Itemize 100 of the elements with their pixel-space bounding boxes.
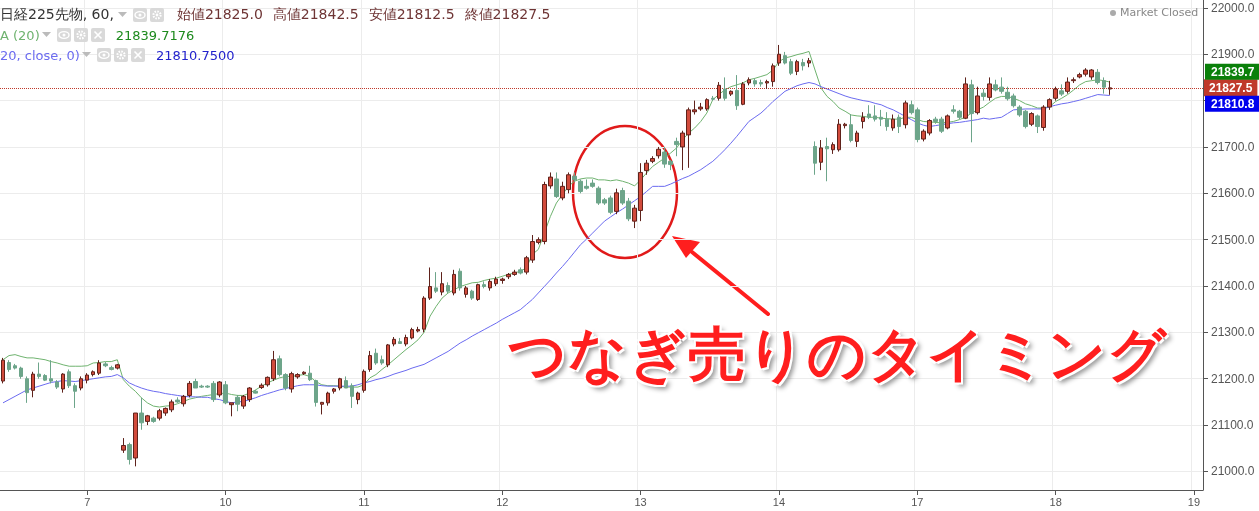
- candlestick: [963, 76, 968, 120]
- candlestick: [614, 188, 619, 215]
- annotation: 21839.7176: [115, 27, 195, 43]
- x-tick-label: 13: [634, 495, 647, 508]
- candlestick: [67, 368, 71, 389]
- candlestick: [723, 76, 727, 102]
- candlestick: [861, 111, 865, 129]
- candlestick: [392, 336, 396, 347]
- candlestick: [332, 387, 336, 395]
- candlestick: [326, 391, 330, 407]
- candlestick: [464, 285, 468, 299]
- candlestick: [320, 401, 324, 415]
- candlestick: [777, 44, 781, 67]
- candlestick: [223, 380, 228, 405]
- candlestick: [741, 81, 745, 106]
- candlestick: [801, 58, 805, 71]
- y-tick-label: 21100.0: [1211, 418, 1254, 433]
- candlestick: [969, 79, 974, 143]
- candlestick: [380, 355, 384, 366]
- candlestick: [981, 88, 986, 102]
- candlestick: [1029, 111, 1034, 127]
- candlestick: [554, 171, 559, 199]
- candlestick: [1059, 83, 1064, 97]
- annotation: つなぎ売りのタイミング: [508, 319, 1167, 390]
- candlestick: [31, 371, 35, 398]
- candlestick: [121, 437, 126, 454]
- candlestick: [717, 81, 721, 102]
- candlestick: [37, 362, 41, 380]
- candlestick: [711, 95, 715, 102]
- candlestick: [404, 334, 408, 347]
- candlestick: [1071, 76, 1076, 84]
- candlestick: [729, 89, 733, 97]
- candlestick: [217, 380, 222, 398]
- candlestick: [19, 366, 23, 380]
- candlestick: [1102, 76, 1106, 95]
- annotation: 始値21825.0: [176, 6, 263, 24]
- candlestick: [783, 51, 787, 65]
- candlestick: [867, 104, 871, 120]
- candlestick: [302, 370, 306, 376]
- candlestick: [356, 391, 360, 405]
- candlestick: [494, 276, 498, 287]
- candlestick: [115, 363, 120, 370]
- candlestick: [338, 377, 342, 391]
- candlestick: [398, 337, 402, 345]
- candlestick: [103, 361, 108, 368]
- candlestick: [500, 277, 505, 285]
- candlestick: [1065, 76, 1070, 95]
- x-tick-label: 12: [496, 495, 509, 508]
- candlestick: [470, 289, 474, 301]
- candlestick: [61, 372, 65, 394]
- candlestick: [97, 359, 101, 376]
- x-tick-label: 11: [358, 495, 370, 508]
- text: 21839.7: [1211, 64, 1255, 79]
- annotation: 高値21842.5: [272, 6, 359, 24]
- candlestick: [849, 114, 853, 143]
- candlestick: [49, 359, 53, 384]
- candlestick: [79, 375, 83, 391]
- candlestick: [458, 267, 462, 292]
- candlestick: [440, 271, 444, 296]
- annotation: 21810.7500: [155, 47, 235, 63]
- candlestick: [374, 348, 378, 366]
- x-tick-label: 14: [772, 495, 786, 508]
- candlestick: [843, 122, 847, 129]
- candlestick: [428, 266, 432, 301]
- candlestick: [873, 104, 877, 122]
- candlestick: [145, 414, 150, 426]
- candlestick: [705, 97, 709, 112]
- y-tick-label: 22000.0: [1211, 0, 1255, 15]
- candlestick: [656, 146, 661, 160]
- candlestick: [109, 365, 114, 371]
- text: 20, close, 0): [0, 47, 80, 63]
- candlestick: [139, 397, 144, 431]
- text: A (20): [0, 27, 40, 43]
- candlestick: [452, 269, 456, 296]
- x-tick-label: 18: [1049, 495, 1062, 508]
- candlestick: [410, 327, 414, 340]
- candlestick: [235, 394, 240, 412]
- candlestick: [446, 281, 450, 294]
- candlestick: [350, 382, 354, 409]
- candlestick: [879, 109, 883, 127]
- text: 21810.8: [1211, 96, 1255, 111]
- candlestick: [807, 57, 811, 68]
- candlestick: [344, 375, 348, 389]
- candlestick: [13, 363, 17, 370]
- chart-title: 日経225先物, 60,: [0, 6, 114, 24]
- candlestick: [897, 114, 901, 134]
- candlestick: [434, 271, 438, 294]
- candlestick: [819, 139, 823, 171]
- y-tick-label: 21500.0: [1211, 232, 1255, 247]
- candlestick: [753, 77, 757, 88]
- candlestick: [362, 368, 366, 394]
- candlestick: [314, 379, 318, 408]
- candlestick: [85, 372, 89, 384]
- candlestick: [518, 266, 523, 275]
- candlestick: [368, 350, 372, 373]
- candlestick: [813, 140, 817, 176]
- y-tick-label: 21200.0: [1211, 371, 1255, 386]
- candlestick: [55, 379, 59, 390]
- candlestick: [1095, 68, 1100, 85]
- candlestick: [253, 389, 258, 395]
